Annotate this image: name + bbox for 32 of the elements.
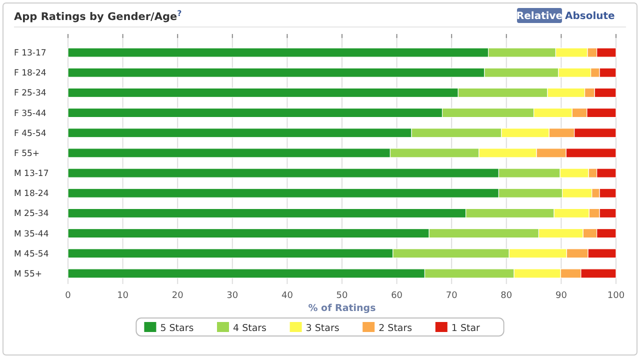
x-tick-label: 10 (117, 291, 129, 301)
x-tick-label: 40 (281, 291, 294, 301)
x-tick-label: 60 (391, 291, 403, 301)
y-tick-label: M 45-54 (14, 249, 49, 260)
x-tick-label: 90 (555, 291, 568, 301)
legend-label: 3 Stars (306, 323, 340, 334)
legend-label: 1 Star (451, 323, 480, 334)
legend-label: 4 Stars (233, 323, 267, 334)
y-tick-label: F 18-24 (14, 68, 46, 79)
x-axis-title: % of Ratings (308, 303, 376, 314)
x-tick-label: 20 (172, 291, 184, 301)
legend-label: 2 Stars (378, 323, 412, 334)
x-tick-label: 0 (65, 291, 72, 301)
legend-label: 5 Stars (160, 323, 194, 334)
x-tick-label: 30 (226, 291, 238, 301)
y-tick-label: M 25-34 (14, 209, 49, 220)
x-tick-label: 70 (446, 291, 458, 301)
y-tick-label: F 55+ (14, 148, 40, 159)
text: Absolute (565, 11, 616, 22)
x-tick-label: 50 (336, 291, 348, 301)
chart-title: App Ratings by Gender/Age$^{?}$ (14, 8, 182, 23)
x-tick-label: 80 (500, 291, 512, 301)
y-tick-label: F 13-17 (14, 48, 46, 59)
y-tick-label: M 35-44 (14, 229, 49, 240)
y-tick-label: F 35-44 (14, 108, 46, 119)
y-tick-label: M 18-24 (14, 189, 49, 200)
y-tick-label: M 13-17 (14, 169, 49, 180)
x-tick-label: 100 (607, 291, 625, 301)
y-tick-label: F 25-34 (14, 88, 46, 99)
text: Relative (516, 11, 563, 22)
y-tick-label: F 45-54 (14, 128, 46, 139)
y-tick-label: M 55+ (14, 269, 42, 280)
